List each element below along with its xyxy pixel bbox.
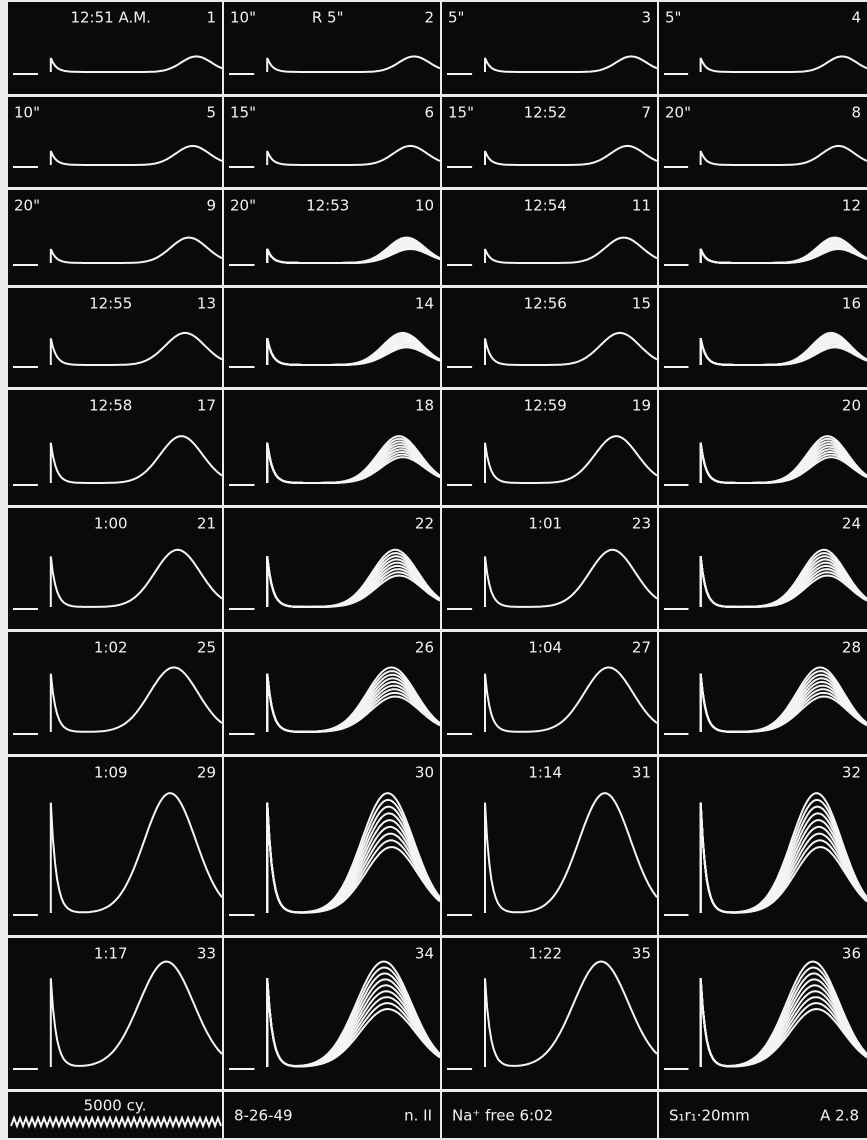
interval-label: 20" (14, 197, 40, 215)
time-label: 12:52 (524, 104, 567, 122)
panel (442, 757, 657, 935)
interval-label: 15" (448, 104, 474, 122)
panel-number: 35 (632, 945, 651, 963)
panel-number: 5 (206, 104, 216, 122)
time-label: 12:56 (524, 295, 567, 313)
panel-number: 19 (632, 397, 651, 415)
panel-number: 10 (415, 197, 434, 215)
panel-number: 22 (415, 515, 434, 533)
panel-number: 4 (851, 9, 861, 27)
panel-number: 18 (415, 397, 434, 415)
panel-number: 25 (197, 639, 216, 657)
footer-text: S₁r₁·20mm (669, 1107, 750, 1125)
panel-number: 20 (842, 397, 861, 415)
time-label: 1:09 (94, 764, 128, 782)
panel-number: 34 (415, 945, 434, 963)
panel-number: 15 (632, 295, 651, 313)
time-label: 12:58 (89, 397, 132, 415)
interval-label: 20" (230, 197, 256, 215)
interval-label: 5" (448, 9, 464, 27)
panel-number: 6 (424, 104, 434, 122)
panel-number: 17 (197, 397, 216, 415)
interval-label: 20" (665, 104, 691, 122)
footer-text: n. II (404, 1107, 432, 1125)
panel (442, 2, 657, 94)
time-label: 1:01 (528, 515, 562, 533)
panel-number: 11 (632, 197, 651, 215)
figure: 12:51 A.M. 1 10" R 5" 2 5" 3 5" 4 10" 5 15" 6 15" 12:5… (0, 0, 867, 1140)
panel-number: 29 (197, 764, 216, 782)
time-label: 12:51 A.M. (70, 9, 150, 27)
time-label: 1:00 (94, 515, 128, 533)
footer-text: Na⁺ free 6:02 (452, 1107, 553, 1125)
time-label: 1:02 (94, 639, 128, 657)
panel-number: 12 (842, 197, 861, 215)
panel-number: 7 (641, 104, 651, 122)
panel-number: 8 (851, 104, 861, 122)
panel (8, 757, 222, 935)
time-label: 12:59 (524, 397, 567, 415)
panel-number: 2 (424, 9, 434, 27)
panel-number: 13 (197, 295, 216, 313)
panel-number: 36 (842, 945, 861, 963)
panel (659, 2, 867, 94)
panel-number: 16 (842, 295, 861, 313)
interval-label: 10" (14, 104, 40, 122)
panel-number: 21 (197, 515, 216, 533)
panel-number: 26 (415, 639, 434, 657)
panel-number: 32 (842, 764, 861, 782)
time-label: 12:55 (89, 295, 132, 313)
panel-number: 30 (415, 764, 434, 782)
panel-number: 1 (206, 9, 216, 27)
interval-label: 10" (230, 9, 256, 27)
footer-text: 8-26-49 (234, 1107, 293, 1125)
time-label: 12:53 (306, 197, 349, 215)
panel-number: 33 (197, 945, 216, 963)
footer-text: 5000 cy. (84, 1097, 147, 1115)
time-label: R 5" (312, 9, 344, 27)
panel-number: 3 (641, 9, 651, 27)
time-label: 1:17 (94, 945, 128, 963)
interval-label: 15" (230, 104, 256, 122)
interval-label: 5" (665, 9, 681, 27)
panel-number: 23 (632, 515, 651, 533)
footer-text: A 2.8 (820, 1107, 859, 1125)
panel-number: 27 (632, 639, 651, 657)
time-label: 12:54 (524, 197, 567, 215)
panel-number: 24 (842, 515, 861, 533)
panel-number: 14 (415, 295, 434, 313)
panel-number: 9 (206, 197, 216, 215)
panel-number: 28 (842, 639, 861, 657)
time-label: 1:04 (528, 639, 562, 657)
time-label: 1:22 (528, 945, 562, 963)
panel (8, 97, 222, 187)
panel (224, 97, 440, 187)
panel-number: 31 (632, 764, 651, 782)
time-label: 1:14 (528, 764, 562, 782)
